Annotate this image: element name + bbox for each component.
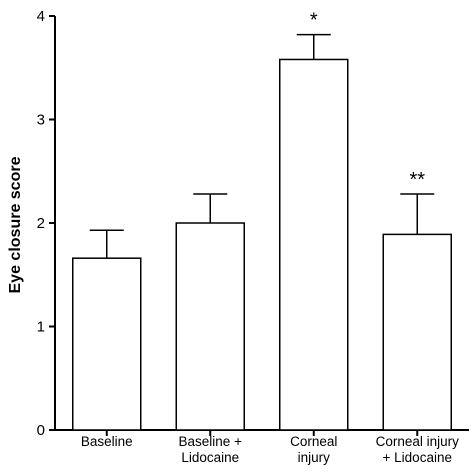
significance-marker: **	[409, 169, 425, 191]
x-tick-label: Corneal	[290, 434, 337, 449]
y-tick-label: 0	[37, 422, 45, 439]
x-tick-label: Lidocaine	[181, 450, 239, 465]
y-tick-label: 1	[37, 319, 45, 336]
y-axis-label: Eye closure score	[7, 156, 24, 293]
significance-marker: *	[310, 10, 318, 32]
x-tick-label: + Lidocaine	[383, 450, 452, 465]
y-tick-label: 2	[37, 215, 45, 232]
bars	[72, 33, 452, 431]
x-tick-label: injury	[298, 450, 331, 465]
bar	[175, 222, 245, 431]
bar	[72, 257, 142, 431]
x-tick-label: Baseline	[81, 434, 133, 449]
y-tick-label: 3	[37, 112, 45, 129]
bar	[382, 233, 452, 431]
labels: 0 1 2 3 4 Baseline Baseline +Lidocaine Corneali…	[37, 8, 459, 465]
x-tick-label: Corneal injury	[376, 434, 460, 449]
y-tick-label: 4	[37, 8, 45, 25]
x-tick-label: Baseline +	[179, 434, 243, 449]
bar	[279, 58, 349, 431]
